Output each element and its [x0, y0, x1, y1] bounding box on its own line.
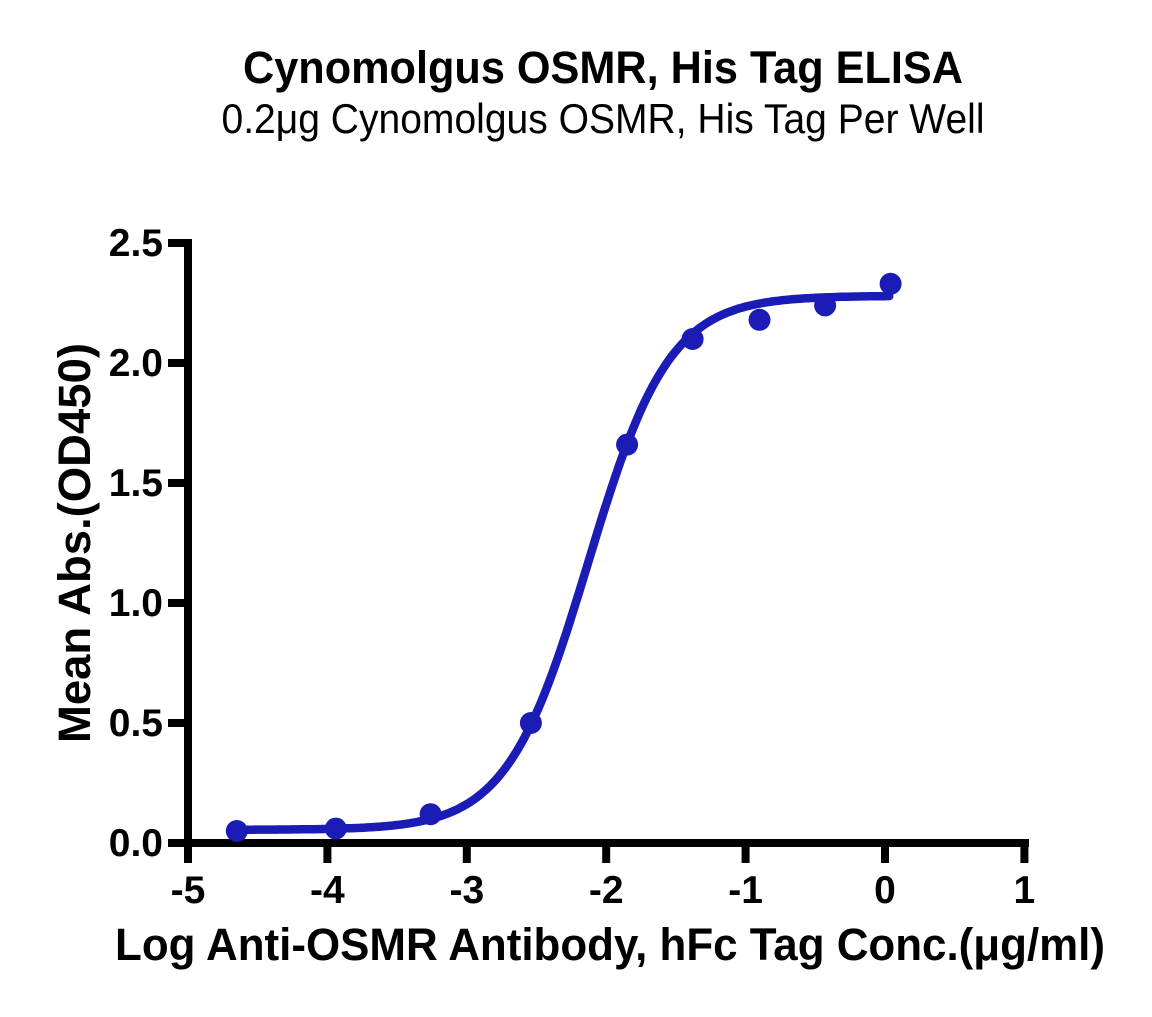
y-tick-label: 0.5	[109, 702, 163, 745]
x-tick-label: 1	[1014, 869, 1036, 912]
x-axis-label: Log Anti-OSMR Antibody, hFc Tag Conc.(μg…	[115, 919, 1105, 970]
axis-lines-and-ticks	[168, 239, 1029, 863]
data-point	[879, 272, 902, 295]
x-tick-label: 0	[874, 869, 896, 912]
x-tick-label: -5	[171, 869, 206, 912]
x-tick-label: -4	[310, 869, 345, 912]
data-point	[814, 294, 837, 317]
x-tick-label: -2	[589, 869, 624, 912]
y-tick-label: 1.5	[109, 462, 163, 505]
x-tick-label: -1	[728, 869, 763, 912]
y-tick-label: 1.0	[109, 582, 163, 625]
data-points	[225, 272, 902, 842]
data-point	[519, 712, 542, 734]
y-axis-label: Mean Abs.(OD450)	[49, 343, 100, 743]
data-point	[324, 817, 347, 840]
y-tick-labels: 0.0 0.5 1.0 1.5 2.0 2.5	[109, 222, 163, 865]
y-tick-label: 2.0	[109, 342, 163, 385]
data-point	[225, 820, 248, 842]
x-tick-labels: -5 -4 -3 -2 -1 0 1	[171, 869, 1036, 912]
chart-subtitle: 0.2μg Cynomolgus OSMR, His Tag Per Well	[222, 95, 985, 142]
axes	[168, 239, 1029, 863]
x-tick-label: -3	[449, 869, 484, 912]
data-point	[748, 308, 771, 331]
y-tick-label: 2.5	[109, 222, 163, 265]
y-tick-label: 0.0	[109, 822, 163, 865]
data-point	[616, 433, 639, 456]
fit-curve	[232, 291, 894, 834]
data-point	[681, 328, 704, 350]
data-point	[419, 803, 442, 826]
chart-title: Cynomolgus OSMR, His Tag ELISA	[243, 42, 963, 93]
